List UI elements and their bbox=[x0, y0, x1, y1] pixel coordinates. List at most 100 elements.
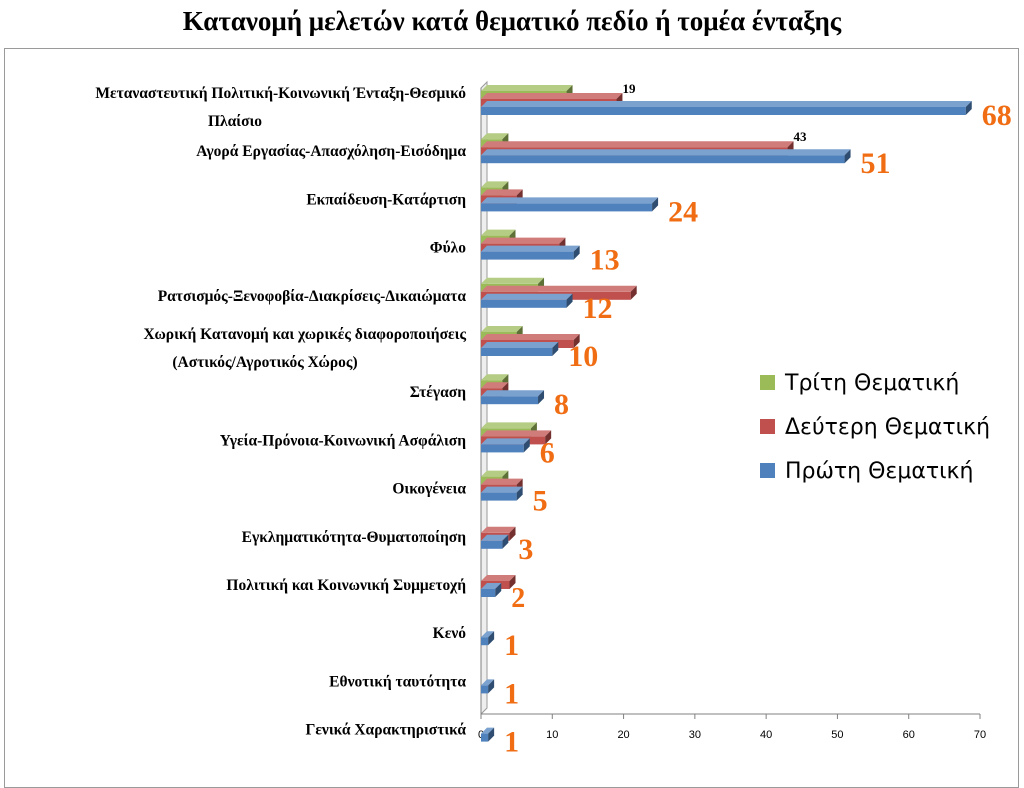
bar bbox=[481, 685, 489, 694]
bar bbox=[481, 396, 539, 405]
category-label: Στέγαση bbox=[410, 384, 466, 401]
category-label: Πολιτική και Κοινωνική Συμμετοχή bbox=[226, 577, 466, 594]
bar bbox=[481, 444, 524, 453]
bar bbox=[481, 589, 496, 597]
x-tick-label: 60 bbox=[903, 729, 915, 741]
bar-side bbox=[516, 486, 523, 501]
value-label: 6 bbox=[540, 436, 555, 469]
bar bbox=[481, 299, 567, 308]
bar-top bbox=[481, 181, 509, 188]
bar-top bbox=[481, 486, 523, 493]
bar-side bbox=[488, 631, 495, 646]
value-label: 1 bbox=[504, 677, 519, 710]
bar bbox=[481, 492, 517, 501]
bar-side bbox=[844, 149, 851, 164]
value-label: 51 bbox=[861, 147, 891, 180]
value-label: 12 bbox=[583, 292, 613, 325]
legend-swatch bbox=[760, 375, 775, 390]
bar-top bbox=[481, 237, 566, 244]
x-tick-label: 40 bbox=[760, 729, 772, 741]
x-tick-label: 30 bbox=[689, 729, 701, 741]
category-label: Υγεία-Πρόνοια-Κοινωνική Ασφάλιση bbox=[220, 432, 466, 449]
bar-side bbox=[545, 430, 552, 445]
bar bbox=[481, 733, 489, 742]
bar-top bbox=[481, 342, 559, 348]
bar-top bbox=[481, 189, 523, 196]
bar-top bbox=[481, 334, 580, 340]
bar-top bbox=[481, 149, 851, 156]
bar bbox=[481, 251, 574, 260]
bar-side bbox=[495, 583, 502, 597]
bar bbox=[481, 155, 845, 164]
bar-top bbox=[481, 133, 509, 140]
bar-top bbox=[481, 285, 637, 292]
category-label: Εθνοτική ταυτότητα bbox=[329, 673, 466, 690]
category-label: Πλαίσιο bbox=[208, 113, 262, 130]
bar-top bbox=[481, 534, 509, 541]
bar-top bbox=[481, 478, 523, 485]
bar bbox=[481, 540, 503, 549]
page-title: Κατανομή μελετών κατά θεματικό πεδίο ή τ… bbox=[182, 6, 842, 36]
category-label: Εγκληματικότητα-Θυματοποίηση bbox=[242, 529, 467, 546]
bar-top bbox=[481, 679, 495, 686]
value-label: 2 bbox=[511, 583, 525, 614]
value-label: 24 bbox=[668, 195, 698, 228]
bar-side bbox=[965, 101, 972, 115]
x-tick-label: 70 bbox=[974, 729, 986, 741]
legend-label: Πρώτη Θεματική bbox=[785, 459, 973, 484]
value-label: 8 bbox=[554, 388, 569, 421]
legend-swatch bbox=[760, 419, 775, 434]
value-label: 68 bbox=[982, 99, 1012, 132]
bar-side bbox=[630, 285, 637, 300]
bar-side bbox=[652, 197, 659, 212]
bar-top bbox=[481, 438, 530, 445]
bar-top bbox=[481, 229, 516, 236]
legend-label: Τρίτη Θεματική bbox=[784, 371, 959, 396]
bar-top bbox=[481, 93, 623, 99]
bar-side bbox=[509, 526, 516, 541]
bar-chart: 010203040506070Μεταναστευτική Πολιτική-Κ… bbox=[95, 80, 1012, 759]
bar-top bbox=[481, 245, 580, 252]
category-label: Μεταναστευτική Πολιτική-Κοινωνική Ένταξη… bbox=[95, 85, 466, 102]
small-value-label: 43 bbox=[794, 129, 808, 144]
bar-side bbox=[573, 245, 580, 260]
value-label: 13 bbox=[590, 244, 620, 277]
bar bbox=[481, 203, 653, 212]
bar-side bbox=[502, 534, 509, 549]
bar-top bbox=[481, 326, 523, 332]
bar-side bbox=[488, 679, 495, 694]
category-label: Χωρική Κατανομή και χωρικές διαφοροποιήσ… bbox=[144, 326, 467, 343]
bar-side bbox=[523, 438, 530, 453]
bar bbox=[481, 348, 553, 356]
bar-top bbox=[481, 470, 509, 477]
bar-top bbox=[481, 727, 495, 734]
category-label: Φύλο bbox=[430, 240, 467, 257]
legend-swatch bbox=[760, 463, 775, 478]
x-tick-label: 50 bbox=[831, 729, 843, 741]
bar-side bbox=[566, 293, 573, 308]
category-label: (Αστικός/Αγροτικός Χώρος) bbox=[172, 354, 357, 371]
value-label: 1 bbox=[504, 726, 519, 759]
bar-side bbox=[538, 390, 545, 405]
bar-side bbox=[573, 334, 580, 348]
category-label: Αγορά Εργασίας-Απασχόληση-Εισόδημα bbox=[196, 143, 466, 160]
x-tick-label: 10 bbox=[546, 729, 558, 741]
value-label: 1 bbox=[504, 629, 519, 662]
value-label: 10 bbox=[568, 340, 598, 373]
bar bbox=[481, 107, 966, 115]
bar-top bbox=[481, 101, 972, 107]
bar-top bbox=[481, 422, 537, 429]
category-label: Κενό bbox=[433, 625, 467, 642]
bar-side bbox=[552, 342, 559, 356]
category-label: Εκπαίδευση-Κατάρτιση bbox=[306, 191, 466, 208]
bar-top bbox=[481, 583, 502, 589]
bar-side bbox=[488, 727, 495, 742]
bar-top bbox=[481, 631, 495, 638]
bar-top bbox=[481, 382, 509, 389]
bar-top bbox=[481, 526, 516, 533]
category-label: Γενικά Χαρακτηριστικά bbox=[305, 722, 466, 739]
category-label: Οικογένεια bbox=[392, 481, 466, 498]
bar-top bbox=[481, 430, 552, 437]
value-label: 5 bbox=[533, 485, 548, 518]
x-tick-label: 20 bbox=[617, 729, 629, 741]
